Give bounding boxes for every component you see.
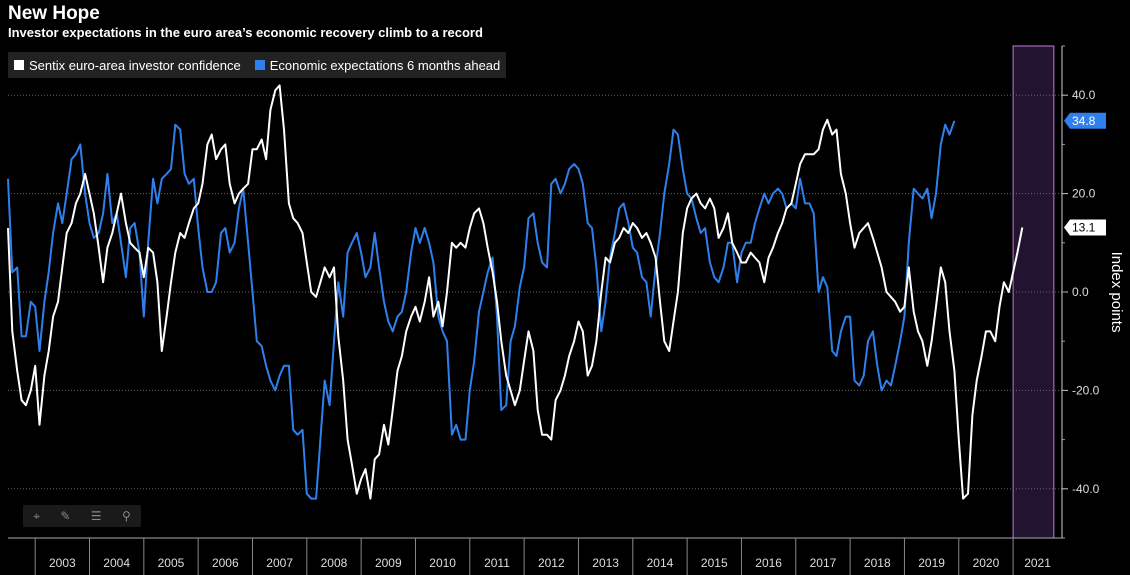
x-tick-label: 2008 bbox=[321, 556, 348, 570]
legend-label-confidence: Sentix euro-area investor confidence bbox=[29, 57, 241, 73]
legend-swatch-expectations bbox=[254, 60, 265, 70]
x-tick-label: 2006 bbox=[212, 556, 239, 570]
y-tick-label: 40.0 bbox=[1072, 88, 1096, 102]
x-tick-label: 2018 bbox=[864, 556, 891, 570]
x-tick-label: 2009 bbox=[375, 556, 402, 570]
x-tick-label: 2005 bbox=[158, 556, 185, 570]
x-tick-label: 2013 bbox=[592, 556, 619, 570]
x-tick-label: 2021 bbox=[1024, 556, 1051, 570]
x-tick-label: 2014 bbox=[647, 556, 674, 570]
legend: Sentix euro-area investor confidence Eco… bbox=[8, 52, 507, 78]
legend-item-confidence[interactable]: Sentix euro-area investor confidence bbox=[14, 58, 241, 73]
value-flag-text: 34.8 bbox=[1072, 114, 1096, 128]
table-icon[interactable]: ☰ bbox=[90, 509, 102, 523]
last-value-label-confidence: 13.1 bbox=[1064, 219, 1106, 236]
y-axis-label: Index points bbox=[1108, 252, 1125, 333]
y-tick-label: 0.0 bbox=[1072, 285, 1089, 299]
legend-swatch-confidence bbox=[14, 60, 24, 70]
y-tick-label: -40.0 bbox=[1072, 482, 1100, 496]
x-tick-label: 2010 bbox=[429, 556, 456, 570]
y-tick-label: 20.0 bbox=[1072, 187, 1096, 201]
value-flag bbox=[1064, 219, 1106, 236]
y-tick-label: -20.0 bbox=[1072, 383, 1100, 397]
x-tick-label: 2012 bbox=[538, 556, 565, 570]
legend-label-expectations: Economic expectations 6 months ahead bbox=[269, 57, 501, 73]
chart-title: New Hope bbox=[8, 3, 100, 24]
x-tick-label: 2019 bbox=[918, 556, 945, 570]
draw-icon[interactable]: ✎ bbox=[60, 509, 71, 523]
x-tick-label: 2015 bbox=[701, 556, 728, 570]
x-tick-label: 2011 bbox=[484, 556, 510, 570]
x-tick-label: 2016 bbox=[755, 556, 782, 570]
crosshair-icon[interactable]: ⌖ bbox=[33, 508, 40, 523]
x-tick-label: 2004 bbox=[103, 556, 130, 570]
legend-item-expectations[interactable]: Economic expectations 6 months ahead bbox=[254, 57, 501, 73]
value-flag-text: 13.1 bbox=[1072, 221, 1096, 235]
x-tick-label: 2017 bbox=[810, 556, 837, 570]
x-tick-label: 2007 bbox=[266, 556, 293, 570]
last-value-label-expectations: 34.8 bbox=[1064, 112, 1106, 129]
value-flag bbox=[1064, 112, 1106, 129]
series-line-confidence bbox=[7, 84, 1024, 500]
chart-toolbar: ⌖ ✎ ☰ ⚲ bbox=[23, 505, 141, 527]
chart-subtitle: Investor expectations in the euro area’s… bbox=[8, 25, 483, 40]
x-tick-label: 2020 bbox=[973, 556, 1000, 570]
series-line-expectations bbox=[7, 120, 956, 500]
zoom-icon[interactable]: ⚲ bbox=[121, 509, 131, 523]
x-tick-label: 2003 bbox=[49, 556, 76, 570]
